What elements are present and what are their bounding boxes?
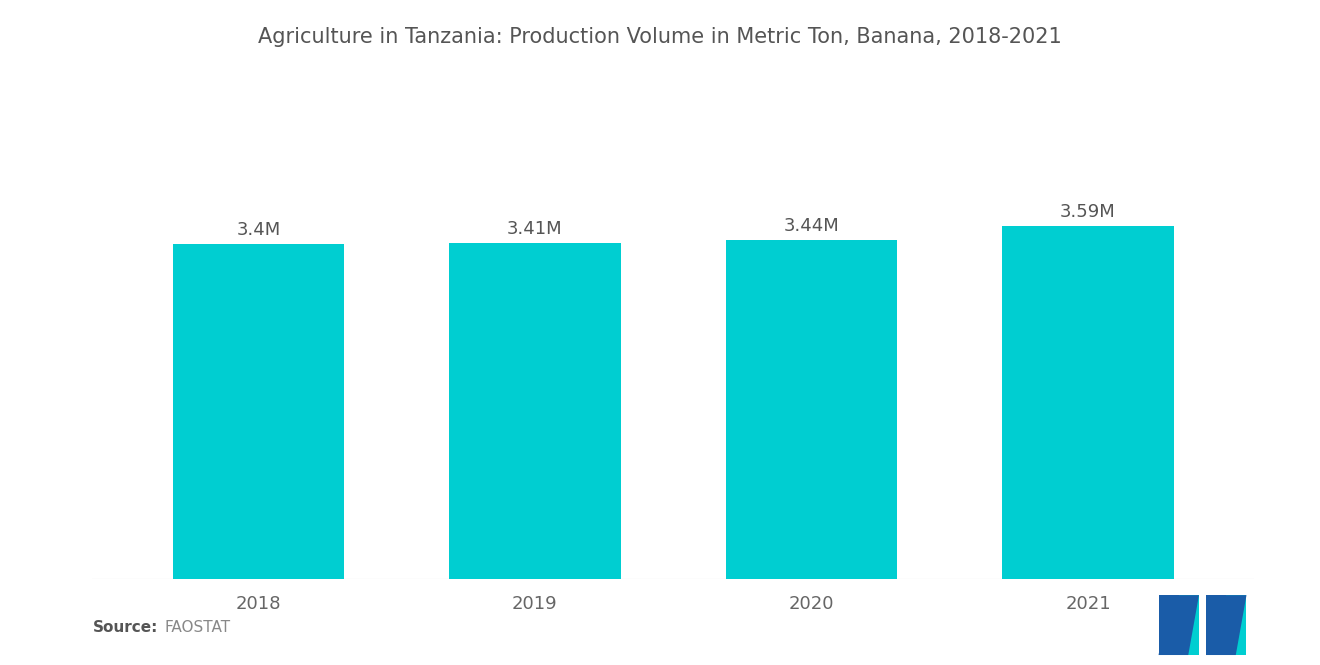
Polygon shape xyxy=(1206,595,1226,655)
Bar xyxy=(726,240,898,579)
Text: 3.44M: 3.44M xyxy=(784,217,840,235)
Text: Source:: Source: xyxy=(92,620,158,635)
Polygon shape xyxy=(1206,595,1246,655)
Text: 3.59M: 3.59M xyxy=(1060,203,1115,221)
Polygon shape xyxy=(1226,595,1246,655)
Polygon shape xyxy=(1159,595,1199,655)
Bar xyxy=(449,243,620,579)
Bar xyxy=(1002,225,1173,579)
Text: Agriculture in Tanzania: Production Volume in Metric Ton, Banana, 2018-2021: Agriculture in Tanzania: Production Volu… xyxy=(259,27,1061,47)
Text: FAOSTAT: FAOSTAT xyxy=(165,620,231,635)
Polygon shape xyxy=(1159,595,1179,655)
Bar xyxy=(173,244,345,579)
Text: 3.41M: 3.41M xyxy=(507,220,562,239)
Text: 3.4M: 3.4M xyxy=(236,221,280,239)
Polygon shape xyxy=(1179,595,1199,655)
